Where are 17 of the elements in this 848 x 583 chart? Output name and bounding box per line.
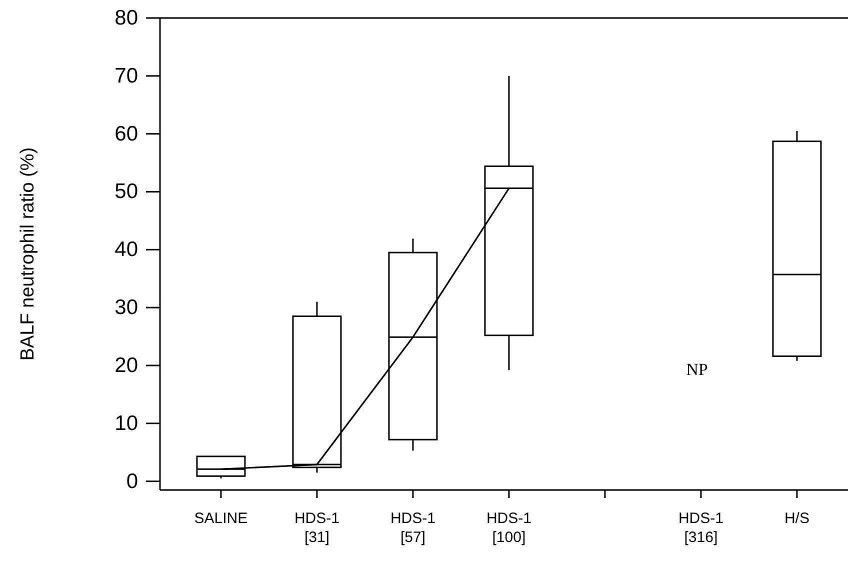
- annotation: NP: [686, 360, 708, 380]
- y-tick-label: 20: [114, 354, 138, 377]
- y-tick-label: 0: [126, 470, 138, 493]
- y-tick-label: 50: [114, 180, 138, 204]
- x-tick-label: HDS-1 [316]: [678, 510, 724, 546]
- y-tick-label: 60: [114, 122, 138, 146]
- x-tick-label: HDS-1 [31]: [294, 510, 340, 546]
- x-tick-label: HDS-1 [57]: [390, 510, 436, 546]
- y-tick-label: 30: [114, 296, 138, 320]
- y-tick-label: 10: [114, 412, 138, 435]
- x-tick-label: H/S: [784, 510, 810, 527]
- y-tick-label: 40: [114, 238, 138, 262]
- y-tick-label: 80: [114, 6, 138, 30]
- x-tick-label: SALINE: [194, 510, 248, 527]
- x-tick-label: HDS-1 [100]: [486, 510, 532, 546]
- y-tick-label: 70: [114, 64, 138, 88]
- y-axis-title: BALF neutrophil ratio (%): [18, 147, 38, 361]
